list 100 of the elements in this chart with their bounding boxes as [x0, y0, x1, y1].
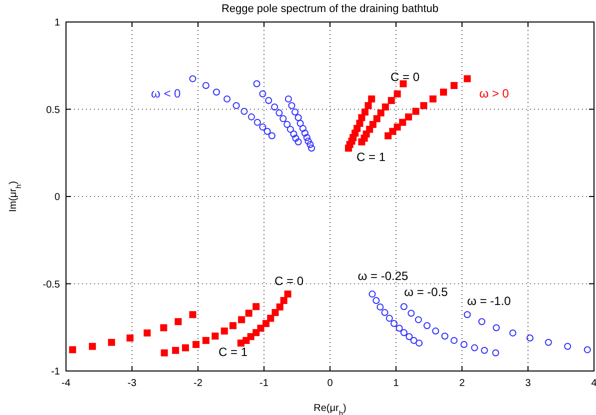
point — [429, 95, 436, 102]
point — [212, 332, 219, 340]
point — [390, 320, 398, 328]
point — [460, 340, 468, 348]
y-tick-label: 0.5 — [46, 104, 60, 116]
point — [544, 338, 552, 346]
point — [238, 316, 246, 324]
point — [290, 130, 298, 138]
point — [202, 336, 210, 344]
point — [265, 97, 272, 104]
y-tick-label: 1 — [54, 18, 60, 28]
annotation: ω = -1.0 — [467, 294, 512, 308]
point — [440, 88, 448, 96]
annotation: C = 1 — [218, 345, 248, 359]
point — [414, 316, 422, 324]
point — [450, 82, 458, 90]
point — [344, 144, 352, 152]
series-label: ω > 0 — [479, 86, 510, 101]
point — [69, 346, 76, 354]
point — [420, 102, 428, 110]
point — [284, 290, 292, 298]
point — [160, 324, 168, 332]
point — [88, 342, 96, 350]
point — [276, 109, 283, 116]
point — [372, 297, 380, 304]
point — [471, 344, 478, 352]
point — [381, 309, 388, 316]
y-tick-label: -1 — [51, 366, 60, 378]
point — [232, 102, 240, 110]
point — [306, 141, 314, 148]
point — [126, 334, 134, 342]
point — [584, 346, 591, 354]
point — [296, 120, 304, 127]
point — [376, 303, 384, 310]
point — [294, 114, 302, 122]
point — [294, 138, 302, 146]
x-tick-label: 1 — [393, 378, 400, 389]
point — [396, 324, 403, 332]
x-tick-label: 2 — [459, 378, 466, 389]
x-tick-label: 0 — [327, 378, 334, 389]
point — [394, 124, 401, 131]
point — [408, 310, 415, 317]
point — [259, 90, 266, 98]
point — [492, 349, 500, 356]
point — [303, 134, 310, 142]
annotation: C = 1 — [356, 150, 386, 164]
point — [284, 95, 292, 102]
y-tick-label: -0.5 — [42, 279, 60, 290]
point — [308, 144, 316, 152]
point — [276, 303, 284, 310]
point — [245, 310, 252, 317]
point — [280, 115, 287, 122]
point — [189, 75, 196, 82]
point — [248, 113, 255, 120]
point — [564, 342, 572, 350]
point — [424, 322, 431, 330]
point — [237, 340, 244, 347]
point — [441, 332, 448, 340]
point — [526, 334, 534, 342]
point — [271, 103, 278, 110]
point — [212, 88, 220, 96]
point — [384, 132, 392, 140]
point — [480, 346, 488, 354]
annotation: ω = -0.25 — [358, 269, 409, 283]
point — [368, 95, 376, 102]
point — [386, 314, 393, 322]
annotation: C = 0 — [274, 274, 304, 288]
point — [229, 322, 236, 330]
point — [172, 346, 180, 354]
point — [174, 318, 182, 326]
x-tick-label: -1 — [260, 378, 269, 389]
chart-title: Regge pole spectrum of the draining bathtub — [221, 3, 439, 15]
point — [288, 102, 296, 110]
point — [284, 120, 291, 128]
x-tick-label: -3 — [128, 378, 137, 389]
point — [509, 329, 516, 336]
point — [253, 80, 260, 88]
point — [182, 344, 189, 352]
series-label: ω < 0 — [151, 86, 182, 101]
point — [262, 320, 270, 328]
point — [286, 126, 294, 133]
point — [492, 324, 500, 332]
annotation: C = 0 — [390, 70, 420, 84]
point — [394, 90, 401, 98]
point — [400, 80, 407, 88]
point — [368, 290, 376, 298]
point — [412, 108, 420, 115]
annotation: ω = -0.5 — [404, 285, 448, 299]
point — [464, 311, 471, 318]
point — [450, 336, 458, 344]
point — [478, 318, 486, 326]
point — [264, 128, 271, 135]
point — [400, 329, 408, 336]
point — [252, 303, 260, 310]
point — [364, 102, 372, 110]
point — [432, 328, 440, 335]
point — [388, 97, 395, 104]
point — [400, 303, 408, 310]
point — [304, 138, 312, 145]
point — [373, 115, 380, 122]
